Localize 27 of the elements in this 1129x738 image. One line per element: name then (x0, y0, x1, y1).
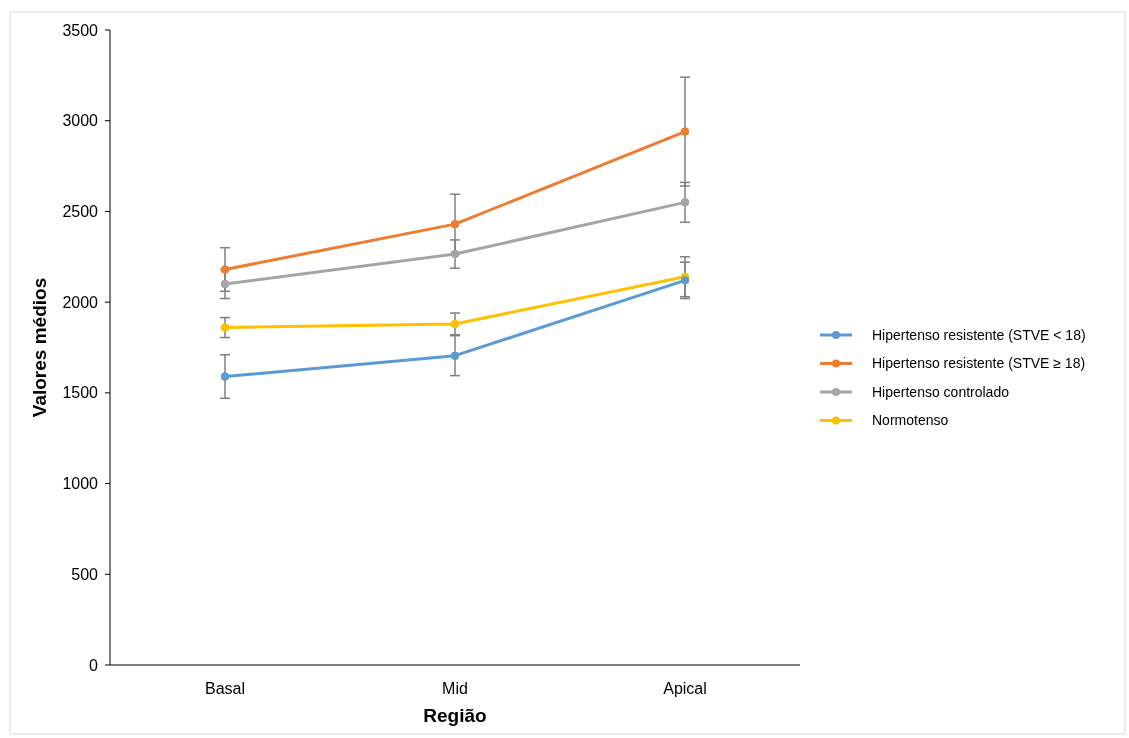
legend-label: Hipertenso resistente (STVE ≥ 18) (872, 355, 1086, 372)
y-tick-label: 3500 (62, 21, 99, 39)
y-tick-label: 2500 (62, 203, 99, 221)
point (221, 323, 229, 332)
y-tick-label: 2000 (62, 293, 99, 311)
legend-label: Hipertenso resistente (STVE < 18) (872, 326, 1086, 343)
point (221, 280, 229, 288)
legend-label: Hipertenso controlado (872, 383, 1010, 400)
x-tick-label: Apical (663, 680, 707, 697)
point (221, 372, 229, 381)
point (451, 250, 459, 259)
y-tick-label: 0 (89, 656, 99, 674)
x-tick-label: Mid (442, 680, 468, 697)
point (681, 127, 689, 136)
x-axis-title: Região (423, 705, 487, 726)
point (451, 351, 459, 360)
point (451, 220, 459, 229)
x-tick-label: Basal (204, 680, 246, 697)
point (451, 319, 459, 328)
legend-label: Normotenso (872, 412, 949, 429)
y-axis-title: Valores médios (29, 277, 50, 418)
point (681, 198, 689, 207)
y-tick-label: 1500 (62, 384, 99, 402)
point (681, 276, 689, 285)
y-tick-label: 500 (71, 565, 99, 583)
y-tick-label: 1000 (62, 475, 99, 493)
y-tick-label: 3000 (62, 112, 99, 130)
